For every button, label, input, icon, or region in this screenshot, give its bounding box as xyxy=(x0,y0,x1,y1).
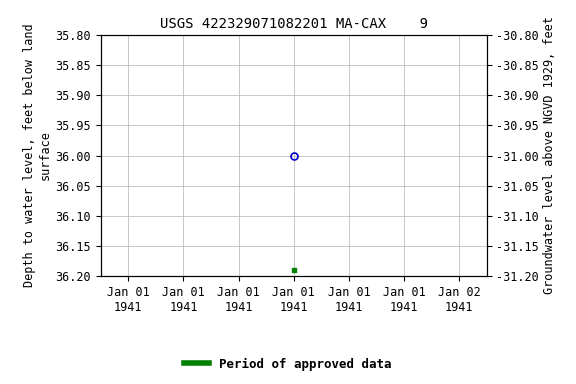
Y-axis label: Depth to water level, feet below land
surface: Depth to water level, feet below land su… xyxy=(23,24,51,287)
Y-axis label: Groundwater level above NGVD 1929, feet: Groundwater level above NGVD 1929, feet xyxy=(543,17,556,295)
Legend: Period of approved data: Period of approved data xyxy=(179,353,397,376)
Title: USGS 422329071082201 MA-CAX    9: USGS 422329071082201 MA-CAX 9 xyxy=(160,17,428,31)
